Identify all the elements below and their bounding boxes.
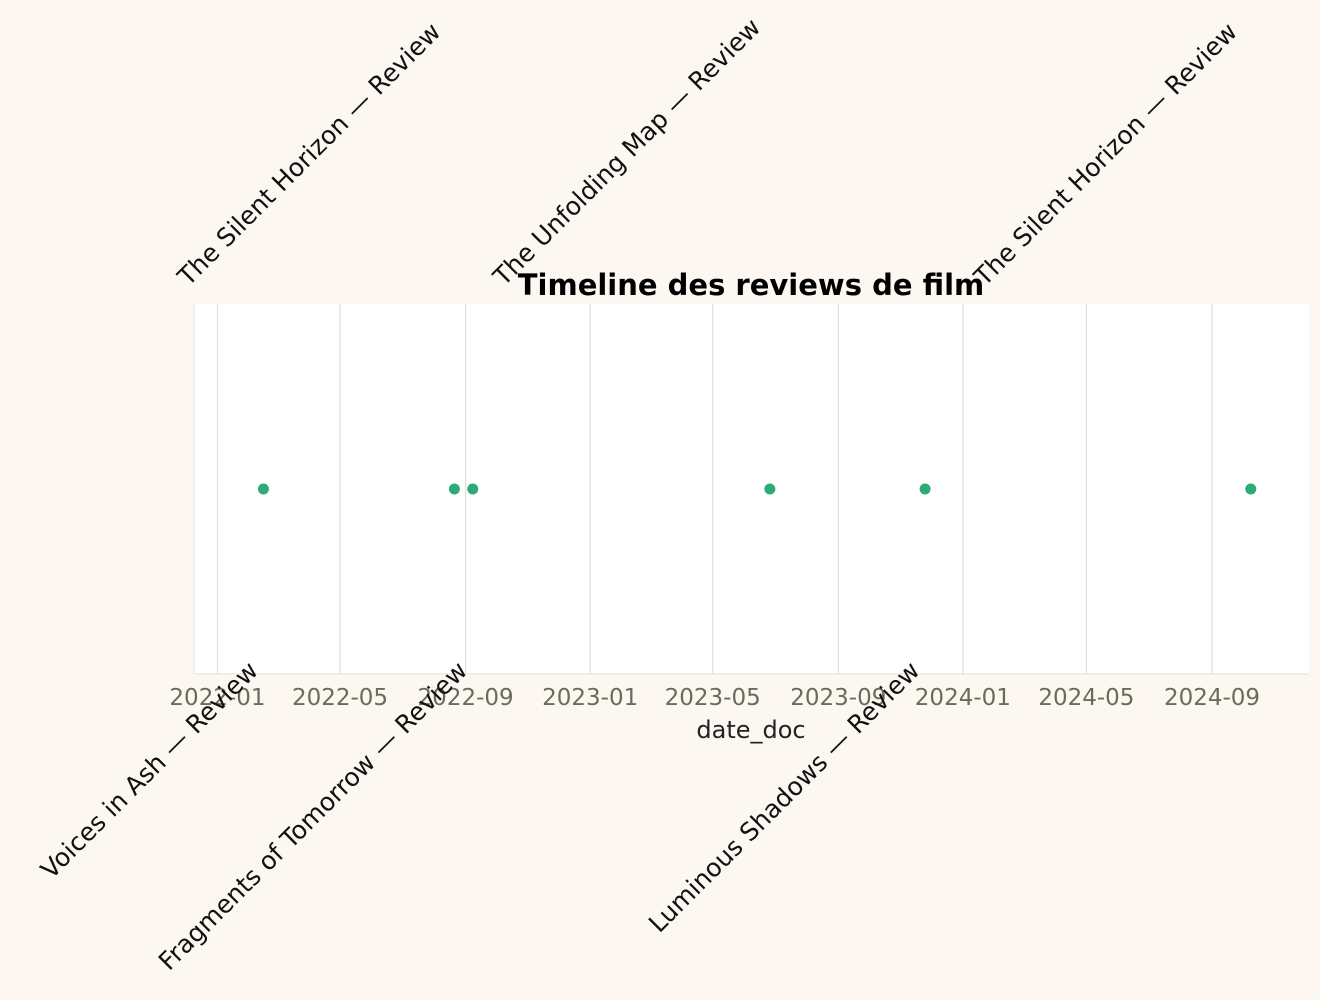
grid-lines xyxy=(216,304,1213,674)
x-tick-labels: 2022-01 2022-05 2022-09 2023-01 2023-05 2023-… xyxy=(169,685,1260,711)
data-point xyxy=(257,483,269,495)
point-label: The Silent Horizon — Review xyxy=(968,17,1243,292)
data-point xyxy=(764,483,776,495)
x-tick-label: 2024-01 xyxy=(915,685,1011,711)
x-tick-label: 2023-09 xyxy=(790,685,886,711)
chart-title: Timeline des reviews de film xyxy=(518,268,985,302)
plot-area xyxy=(194,304,1309,674)
x-tick-label: 2024-09 xyxy=(1164,685,1260,711)
data-point xyxy=(448,483,460,495)
point-label: The Silent Horizon — Review xyxy=(171,17,446,292)
point-label: The Unfolding Map — Review xyxy=(487,13,766,292)
data-point xyxy=(467,483,479,495)
data-point xyxy=(1245,483,1257,495)
x-tick-label: 2022-05 xyxy=(292,685,388,711)
data-points xyxy=(257,483,1257,495)
x-tick-label: 2022-01 xyxy=(169,685,265,711)
data-point xyxy=(919,483,931,495)
x-tick-label: 2022-09 xyxy=(418,685,514,711)
x-tick-label: 2023-05 xyxy=(665,685,761,711)
x-tick-label: 2024-05 xyxy=(1038,685,1134,711)
x-axis-label: date_doc xyxy=(696,716,805,744)
point-label: Voices in Ash — Review xyxy=(35,656,264,885)
x-tick-label: 2023-01 xyxy=(542,685,638,711)
